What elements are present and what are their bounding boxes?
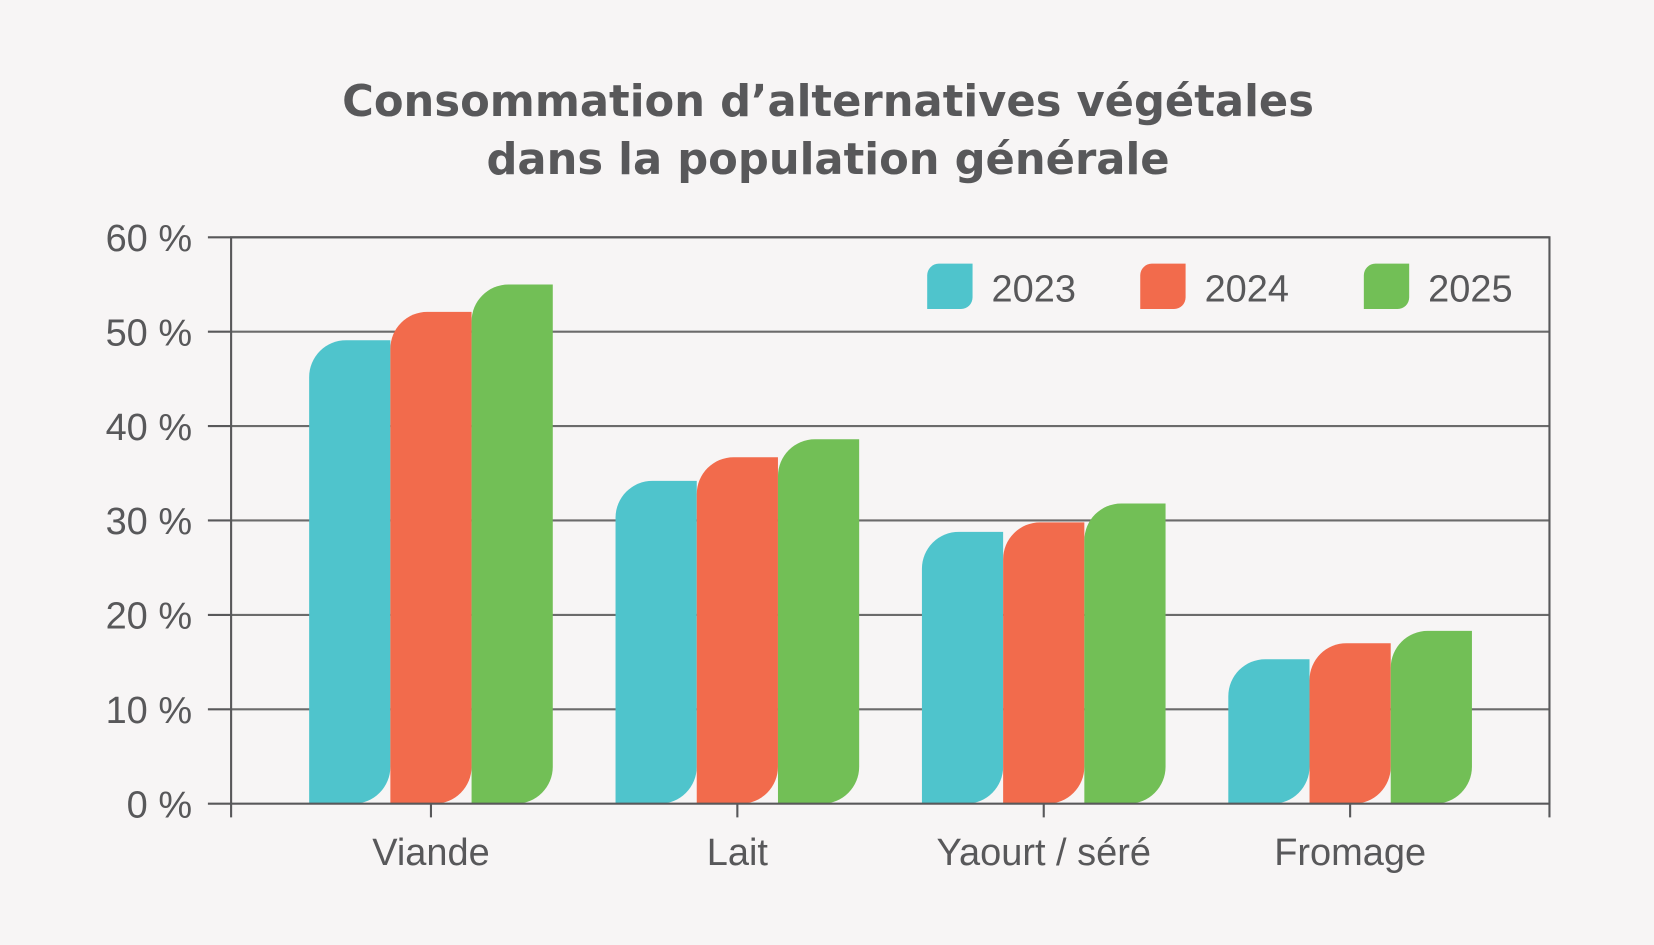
legend-swatch — [927, 263, 973, 310]
y-tick-label: 0 % — [127, 784, 192, 826]
bar-2023-2 — [921, 531, 1004, 804]
x-tick-labels: Viande Lait Yaourt / séré Fromage — [372, 832, 1426, 874]
plot-frame — [230, 236, 1551, 805]
bar-2023-3 — [1228, 659, 1310, 804]
x-tick-label: Yaourt / séré — [937, 832, 1151, 874]
legend-item-2025: 2025 — [1363, 263, 1513, 311]
y-tick-label: 20 % — [106, 596, 193, 638]
legend-item-2024: 2024 — [1140, 263, 1289, 311]
bar-2024-2 — [1003, 522, 1085, 804]
chart-title-line-2: dans la population générale — [486, 135, 1169, 185]
y-tick-labels: 0 % 10 % 20 % 30 % 40 % 50 % 60 % — [106, 218, 193, 826]
bar-2023-0 — [309, 340, 391, 804]
bar-2024-3 — [1309, 643, 1391, 804]
y-tick-label: 50 % — [106, 312, 193, 354]
bar-2025-1 — [777, 439, 860, 804]
legend-label: 2023 — [992, 269, 1076, 311]
y-tick-label: 40 % — [106, 407, 193, 449]
bar-2025-3 — [1390, 630, 1472, 804]
bar-2025-0 — [471, 284, 553, 804]
x-tick-label: Lait — [707, 832, 769, 874]
legend-swatch — [1140, 263, 1186, 310]
legend-label: 2025 — [1428, 269, 1512, 311]
y-tick-label: 10 % — [106, 690, 193, 732]
x-tick-label: Viande — [372, 832, 490, 874]
x-tick-label: Fromage — [1274, 832, 1426, 874]
bar-2024-0 — [390, 311, 472, 804]
bar-2023-1 — [615, 480, 697, 804]
axes — [207, 236, 1551, 818]
legend: 2023 2024 2025 — [927, 263, 1513, 311]
y-tick-label: 60 % — [106, 218, 193, 260]
bar-2024-1 — [696, 457, 778, 804]
bars — [309, 284, 1472, 804]
legend-label: 2024 — [1205, 269, 1289, 311]
y-tick-label: 30 % — [106, 501, 193, 543]
bar-2025-2 — [1084, 503, 1166, 804]
legend-swatch — [1363, 263, 1410, 310]
legend-item-2023: 2023 — [927, 263, 1076, 311]
chart-title-line-1: Consommation d’alternatives végétales — [342, 77, 1314, 127]
